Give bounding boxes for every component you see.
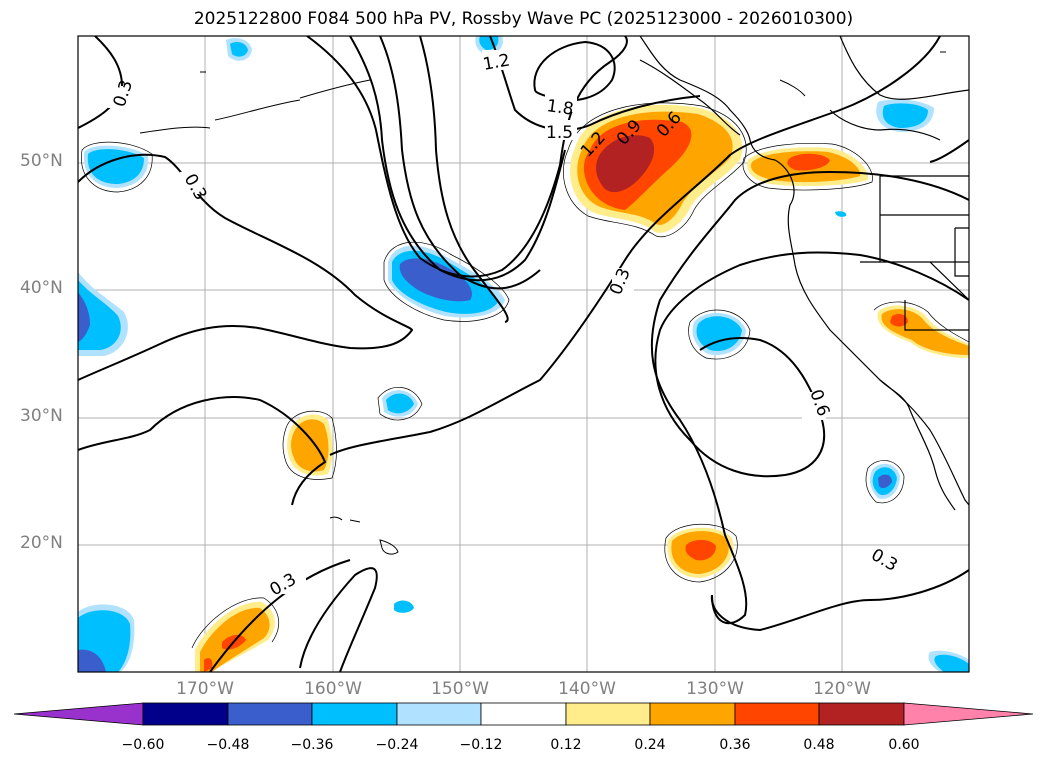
lat-label: 40°N [20,278,63,298]
contour-label: 1.8 [545,96,575,120]
colorbar-tick: −0.48 [206,737,250,753]
colorbar-tick: 0.60 [888,737,920,753]
contour-label: 0.3 [110,78,137,110]
colorbar-tick: −0.36 [290,737,334,753]
positive-anomalies [195,104,969,672]
pv-contours [78,36,969,672]
colorbar-bin [142,702,229,726]
colorbar-tick: −0.24 [375,737,419,753]
colorbar-bin [818,702,905,726]
colorbar-extend-low [13,702,144,726]
colorbar-bin [734,702,820,726]
colorbar-bin [649,702,736,726]
lon-label: 170°W [176,679,234,699]
colorbar-bin [480,702,567,726]
negative-anomalies [78,36,969,672]
islands [139,51,946,555]
lon-label: 120°W [813,679,871,699]
coastlines [639,36,969,511]
lon-label: 130°W [686,679,744,699]
colorbar-extend-high [903,702,1034,726]
chart-title: 2025122800 F084 500 hPa PV, Rossby Wave … [193,9,854,29]
colorbar-bin [565,702,651,726]
lat-label: 30°N [20,406,63,426]
lon-label: 160°W [304,679,362,699]
gridlines [78,36,969,672]
colorbar-bin [396,702,482,726]
colorbar-tick: 0.24 [634,737,666,753]
colorbar-tick: −0.60 [121,737,165,753]
colorbar-tick: −0.12 [459,737,503,753]
map-frame [77,35,970,673]
colorbar-bin [311,702,398,726]
anomaly-outlines [81,102,969,649]
colorbar [13,702,1034,726]
lon-label: 150°W [431,679,489,699]
lon-label: 140°W [558,679,616,699]
lat-label: 20°N [20,533,63,553]
lat-label: 50°N [20,151,63,171]
contour-label: 1.5 [546,123,573,143]
colorbar-tick: 0.12 [550,737,582,753]
contour-label: 1.2 [481,51,511,75]
colorbar-tick: 0.36 [719,737,751,753]
colorbar-bin [227,702,313,726]
colorbar-tick: 0.48 [803,737,835,753]
